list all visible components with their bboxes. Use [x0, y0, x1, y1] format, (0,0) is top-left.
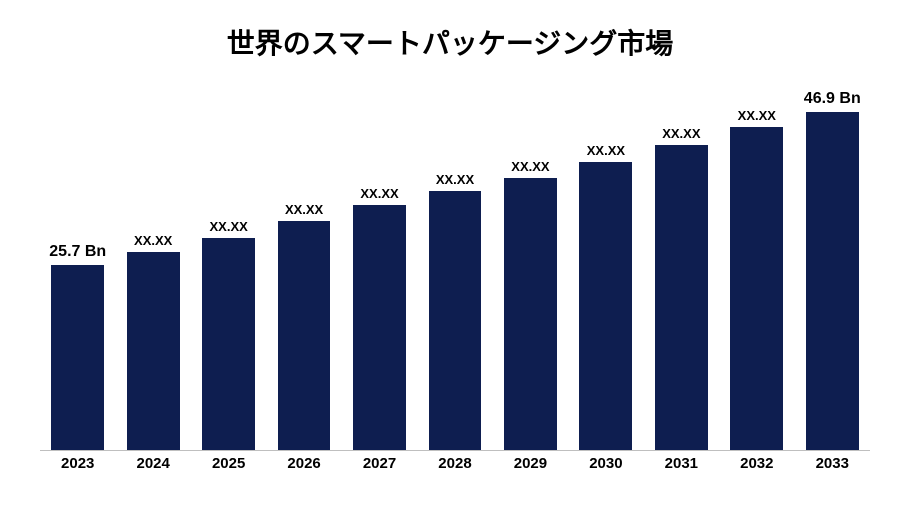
bar — [806, 112, 859, 450]
bar-value-label: XX.XX — [285, 202, 323, 217]
bar-slot: XX.XX — [266, 90, 341, 450]
bar-value-label: XX.XX — [134, 233, 172, 248]
bar — [202, 238, 255, 450]
bar-value-label: XX.XX — [662, 126, 700, 141]
bar-slot: XX.XX — [719, 90, 794, 450]
bar-slot: XX.XX — [644, 90, 719, 450]
bar-slot: XX.XX — [191, 90, 266, 450]
bar-value-label: XX.XX — [738, 108, 776, 123]
bar-value-label: XX.XX — [209, 219, 247, 234]
bar-slot: XX.XX — [493, 90, 568, 450]
chart-title: 世界のスマートパッケージング市場 — [0, 0, 900, 62]
x-axis-label: 2028 — [417, 451, 492, 475]
x-axis-label: 2026 — [266, 451, 341, 475]
bar-value-label: 46.9 Bn — [804, 90, 861, 108]
x-axis-label: 2025 — [191, 451, 266, 475]
bar — [504, 178, 557, 450]
bar — [429, 191, 482, 450]
x-axis-label: 2032 — [719, 451, 794, 475]
x-axis-label: 2027 — [342, 451, 417, 475]
bar — [127, 252, 180, 450]
x-axis-label: 2030 — [568, 451, 643, 475]
bar — [655, 145, 708, 450]
bar-value-label: XX.XX — [436, 172, 474, 187]
bar — [730, 127, 783, 450]
chart-area: 25.7 Bn XX.XX XX.XX XX.XX XX.XX XX.XX XX.XX XX.… — [40, 90, 870, 475]
bar-value-label: XX.XX — [511, 159, 549, 174]
x-axis-labels: 2023202420252026202720282029203020312032… — [40, 451, 870, 475]
bar-slot: XX.XX — [342, 90, 417, 450]
bar — [579, 162, 632, 450]
bar-slot: XX.XX — [568, 90, 643, 450]
x-axis-label: 2033 — [795, 451, 870, 475]
bar-slot: 46.9 Bn — [795, 90, 870, 450]
bar-value-label: 25.7 Bn — [49, 243, 106, 261]
bar-value-label: XX.XX — [587, 143, 625, 158]
bar-slot: 25.7 Bn — [40, 90, 115, 450]
bar — [278, 221, 331, 450]
bar — [353, 205, 406, 450]
x-axis-label: 2023 — [40, 451, 115, 475]
bar-value-label: XX.XX — [360, 186, 398, 201]
x-axis-label: 2024 — [115, 451, 190, 475]
x-axis-label: 2029 — [493, 451, 568, 475]
bars-container: 25.7 Bn XX.XX XX.XX XX.XX XX.XX XX.XX XX.XX XX.… — [40, 90, 870, 451]
bar-slot: XX.XX — [417, 90, 492, 450]
bar — [51, 265, 104, 450]
x-axis-label: 2031 — [644, 451, 719, 475]
bar-slot: XX.XX — [115, 90, 190, 450]
